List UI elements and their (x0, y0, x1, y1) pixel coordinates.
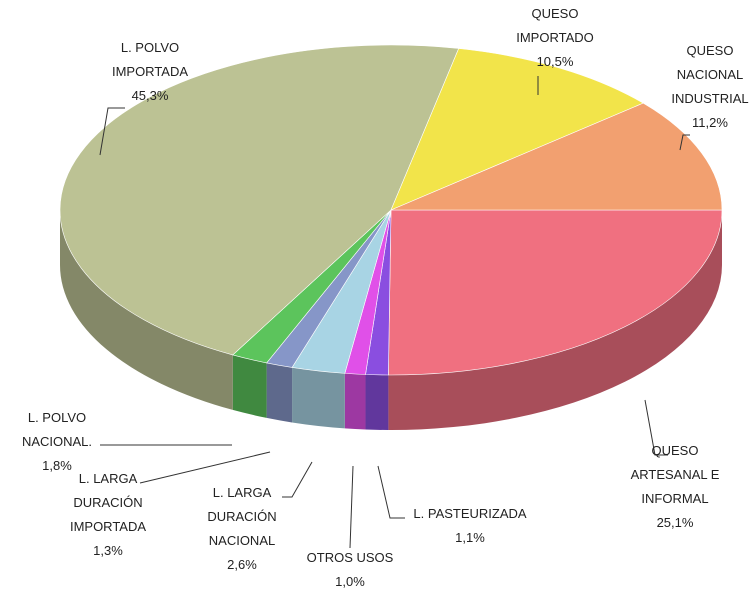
label-line: IMPORTADO (516, 30, 594, 45)
value-label: 1,0% (335, 574, 365, 589)
leader-line (679, 134, 690, 151)
leader-line (377, 465, 405, 519)
label-line: L. PASTEURIZADA (413, 506, 527, 521)
slice-side (365, 374, 389, 430)
slice-side (344, 373, 366, 430)
value-label: 25,1% (657, 515, 694, 530)
label-line: L. LARGA (213, 485, 272, 500)
value-label: 10,5% (537, 54, 574, 69)
slice-label: L. POLVO IMPORTADA (112, 40, 188, 79)
value-label: 1,3% (93, 543, 123, 558)
leader-line (349, 465, 354, 549)
slice-side (266, 362, 293, 423)
label-line: IMPORTADA (112, 64, 188, 79)
slice-label: QUESO NACIONAL INDUSTRIAL (671, 43, 748, 106)
slice-side (232, 354, 267, 418)
slice-label: OTROS USOS (307, 550, 394, 565)
label-line: L. LARGA (79, 471, 138, 486)
leader-line (99, 107, 125, 156)
label-line: QUESO (532, 6, 579, 21)
slice-side (292, 367, 345, 429)
label-line: NACIONAL (209, 533, 275, 548)
slice-label: L. LARGA DURACIÓN IMPORTADA (70, 471, 146, 534)
label-line: DURACIÓN (73, 495, 142, 510)
label-line: NACIONAL. (22, 434, 92, 449)
label-line: INFORMAL (641, 491, 708, 506)
slice-label: L. POLVO NACIONAL. (22, 410, 92, 449)
slice-label: L. LARGA DURACIÓN NACIONAL (207, 485, 276, 548)
label-line: NACIONAL (677, 67, 743, 82)
value-label: 2,6% (227, 557, 257, 572)
label-line: INDUSTRIAL (671, 91, 748, 106)
label-line: L. POLVO (121, 40, 179, 55)
slice (59, 44, 460, 356)
label-line: QUESO (652, 443, 699, 458)
value-label: 1,8% (42, 458, 72, 473)
slice (388, 209, 723, 376)
slice-label: QUESO ARTESANAL E INFORMAL (631, 443, 720, 506)
leader-line (644, 399, 668, 456)
label-line: ARTESANAL E (631, 467, 720, 482)
label-line: IMPORTADA (70, 519, 146, 534)
label-line: L. POLVO (28, 410, 86, 425)
label-line: QUESO (687, 43, 734, 58)
value-label: 11,2% (692, 115, 728, 130)
leader-line (282, 461, 313, 498)
value-label: 1,1% (455, 530, 485, 545)
slice-label: L. PASTEURIZADA (413, 506, 527, 521)
leader-line (139, 451, 271, 484)
slice-side (60, 210, 233, 410)
slice (390, 48, 644, 211)
label-line: OTROS USOS (307, 550, 394, 565)
slice-label: QUESO IMPORTADO (516, 6, 594, 45)
slice-side (388, 210, 722, 430)
label-line: DURACIÓN (207, 509, 276, 524)
slice (390, 102, 723, 211)
value-label: 45,3% (132, 88, 169, 103)
